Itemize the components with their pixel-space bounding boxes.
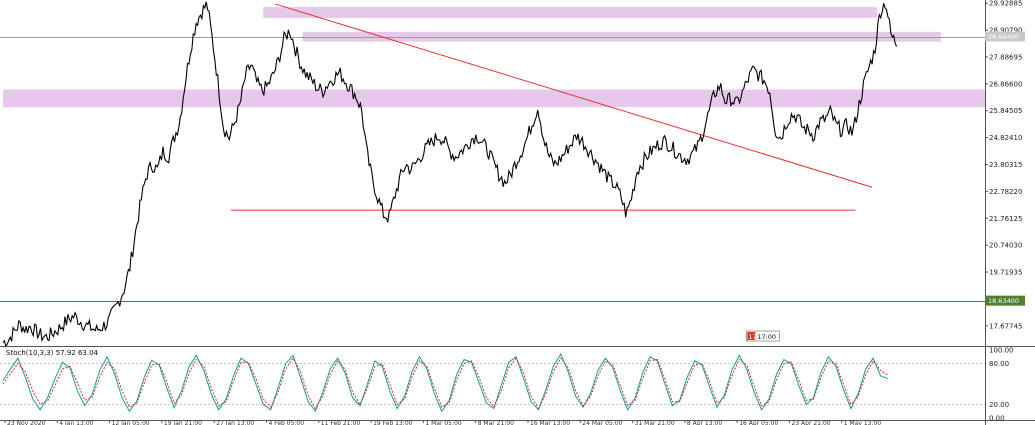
- stoch-panel: Stoch(10,3,3) 57.92 63.04: [0, 349, 985, 413]
- stoch-tick-label: 0.00: [989, 415, 1005, 423]
- time-tick-label: 31 Mar 21:00: [635, 420, 675, 425]
- time-tick-label: 27 Jan 13:00: [216, 420, 254, 425]
- supply-zone-2: [3, 89, 985, 108]
- price-tag-label-1: 18.63400: [988, 297, 1019, 305]
- supply-zone-0: [263, 7, 877, 18]
- price-tick-label: 27.88695: [989, 53, 1022, 61]
- stoch-tick-label: 100.00: [989, 347, 1014, 355]
- time-tick-label: 1 Mar 05:00: [425, 420, 461, 425]
- time-tick-label: 23 Nov 2020: [7, 420, 46, 425]
- marker-label: 17:00: [757, 333, 776, 341]
- time-tick-label: 11 Feb 21:00: [321, 420, 361, 425]
- time-tick-label: 19 Jan 21:00: [164, 420, 202, 425]
- trendlines: [230, 3, 873, 211]
- time-tick-label: 12 Jan 05:00: [112, 420, 150, 425]
- price-tick-label: 22.78220: [989, 188, 1022, 196]
- price-line: [2, 1, 898, 349]
- trendline-0: [274, 3, 873, 188]
- time-tick-label: 8 Apr 13:00: [687, 420, 722, 425]
- supply-zone-1: [302, 31, 941, 42]
- price-series: [2, 1, 898, 349]
- time-tick-label: 1 May 13:00: [844, 420, 882, 425]
- price-tick-label: 17.67745: [989, 322, 1022, 330]
- time-tick-label: 4 Jan 13:00: [59, 420, 93, 425]
- price-tick-label: 28.90790: [989, 27, 1022, 35]
- time-marker: 17 17:00: [745, 330, 780, 342]
- price-tick-label: 21.76125: [989, 215, 1022, 223]
- time-tick-label: 4 Feb 05:00: [269, 420, 305, 425]
- marker-badge-label: 17: [748, 333, 756, 341]
- marker-box: [745, 330, 780, 342]
- price-tick-label: 20.74030: [989, 242, 1022, 250]
- stoch-tick-label: 20.00: [989, 401, 1009, 409]
- stoch-tick-label: 80.00: [989, 360, 1009, 368]
- stoch-series: [2, 352, 889, 413]
- time-tick-label: 19 Feb 13:00: [373, 420, 413, 425]
- stoch-line-k: [2, 352, 889, 413]
- price-tick-label: 23.80315: [989, 161, 1022, 169]
- price-tag-bg-0: [985, 31, 1025, 42]
- price-tick-label: 25.84505: [989, 107, 1022, 115]
- stoch-axis: 100.00 80.00 20.00 0.00: [989, 347, 1014, 423]
- time-tick-label: 23 Apr 21:00: [792, 420, 831, 425]
- price-tags: 28.66400 18.63400: [985, 31, 1025, 306]
- price-tick-label: 24.82410: [989, 134, 1022, 142]
- time-tick-label: 24 Mar 05:00: [582, 420, 622, 425]
- price-tick-label: 19.71935: [989, 269, 1022, 277]
- horizontal-lines: [0, 37, 985, 302]
- price-tick-label: 29.92885: [989, 0, 1022, 8]
- time-tick-label: 16 Apr 05:00: [739, 420, 778, 425]
- time-axis: 23 Nov 2020 4 Jan 13:00 12 Jan 05:00 19 Jan…: [4, 420, 882, 425]
- price-tick-label: 26.86600: [989, 80, 1022, 88]
- stoch-levels: [0, 363, 985, 405]
- marker-badge: [747, 332, 756, 340]
- price-tag-bg-1: [985, 295, 1025, 306]
- price-tag-label-0: 28.66400: [988, 33, 1019, 41]
- price-panel: 17 17:00: [0, 1, 985, 349]
- time-tick-label: 8 Mar 21:00: [478, 420, 514, 425]
- stoch-title: Stoch(10,3,3) 57.92 63.04: [6, 349, 99, 357]
- price-axis: 29.92885 28.90790 27.88695 26.86600 25.84505…: [985, 0, 1022, 330]
- time-tick-label: 16 Mar 13:00: [530, 420, 570, 425]
